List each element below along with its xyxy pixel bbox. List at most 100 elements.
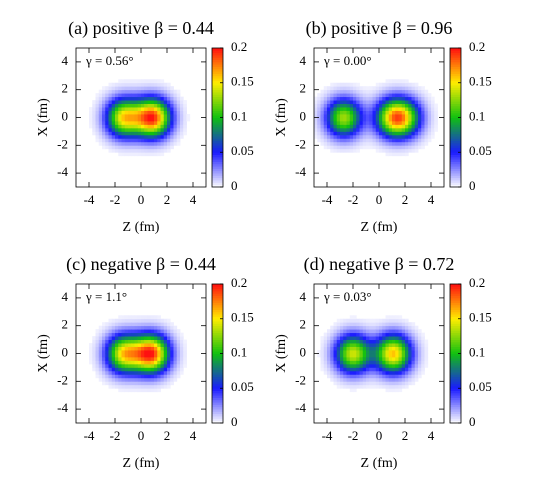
density-cell: [362, 96, 367, 101]
density-cell: [421, 350, 425, 354]
density-cell: [131, 318, 135, 323]
density-cell: [372, 329, 377, 334]
colorbar-cell: [450, 339, 461, 343]
density-cell: [95, 367, 100, 372]
density-cell: [401, 322, 406, 327]
density-cell: [167, 356, 171, 361]
density-cell: [121, 124, 126, 129]
density-cell: [401, 100, 406, 104]
density-cell: [362, 120, 367, 125]
density-cell: [379, 363, 383, 368]
colorbar-cell: [212, 75, 223, 79]
density-cell: [121, 89, 126, 94]
density-cell: [408, 138, 412, 143]
density-cell: [147, 381, 152, 386]
density-cell: [314, 127, 318, 132]
density-cell: [183, 120, 187, 125]
density-cell: [144, 360, 148, 365]
density-cell: [92, 336, 96, 340]
density-cell: [398, 363, 403, 368]
density-cell: [111, 114, 116, 118]
density-cell: [382, 374, 386, 379]
colorbar-cell: [450, 321, 461, 324]
density-map: [89, 315, 187, 393]
density-cell: [369, 350, 373, 354]
density-cell: [131, 124, 135, 129]
colorbar-cell: [450, 112, 461, 116]
density-cell: [98, 131, 103, 136]
density-cell: [405, 117, 409, 122]
density-cell: [137, 360, 142, 365]
density-cell: [359, 367, 364, 372]
density-cell: [411, 381, 416, 386]
density-cell: [349, 332, 354, 337]
density-cell: [372, 107, 377, 111]
density-cell: [105, 339, 109, 344]
density-cell: [92, 110, 96, 115]
density-cell: [118, 384, 122, 389]
colorbar-cell: [212, 288, 223, 292]
colorbar-cell: [450, 138, 461, 142]
colorbar-cell: [212, 136, 223, 139]
density-cell: [111, 374, 116, 379]
density-cell: [157, 148, 161, 153]
density-cell: [134, 322, 139, 327]
density-cell: [340, 124, 344, 129]
colorbar-cell: [450, 80, 461, 84]
colorbar-cell: [450, 85, 461, 88]
density-cell: [137, 384, 142, 389]
density-cell: [157, 356, 161, 361]
colorbar-cell: [212, 293, 223, 296]
density-cell: [362, 370, 367, 375]
density-cell: [176, 107, 181, 111]
density-cell: [131, 145, 135, 150]
density-cell: [92, 117, 96, 122]
density-cell: [385, 384, 390, 389]
density-cell: [353, 93, 357, 98]
colorbar-cell: [450, 284, 461, 287]
density-cell: [160, 100, 165, 104]
density-cell: [141, 138, 145, 143]
colorbar-cell: [212, 163, 223, 167]
density-cell: [375, 141, 380, 146]
density-cell: [327, 145, 331, 150]
density-cell: [388, 356, 393, 361]
density-cell: [362, 318, 367, 323]
density-cell: [366, 374, 370, 379]
density-cell: [102, 96, 106, 101]
density-cell: [157, 353, 161, 358]
density-cell: [157, 381, 161, 386]
density-cell: [154, 120, 158, 125]
density-cell: [343, 346, 347, 351]
density-cell: [366, 127, 370, 132]
density-cell: [134, 148, 139, 153]
density-cell: [372, 339, 377, 344]
colorbar-cell: [212, 355, 223, 359]
density-cell: [408, 89, 412, 94]
density-cell: [340, 318, 344, 323]
density-cell: [359, 384, 364, 389]
density-cell: [141, 374, 145, 379]
density-map: [314, 79, 438, 157]
density-cell: [147, 377, 152, 382]
density-cell: [333, 363, 338, 368]
colorbar-cell: [212, 112, 223, 116]
density-cell: [92, 100, 96, 104]
density-cell: [375, 86, 380, 91]
density-cell: [353, 325, 357, 330]
density-cell: [314, 120, 318, 125]
density-cell: [382, 363, 386, 368]
density-cell: [401, 127, 406, 132]
density-cell: [131, 346, 135, 351]
density-cell: [144, 381, 148, 386]
density-cell: [388, 107, 393, 111]
density-cell: [398, 353, 403, 358]
density-cell: [144, 377, 148, 382]
density-cell: [343, 339, 347, 344]
density-cell: [134, 82, 139, 87]
density-cell: [118, 370, 122, 375]
density-cell: [349, 93, 354, 98]
density-cell: [95, 114, 100, 118]
density-cell: [421, 89, 425, 94]
density-cell: [167, 360, 171, 365]
